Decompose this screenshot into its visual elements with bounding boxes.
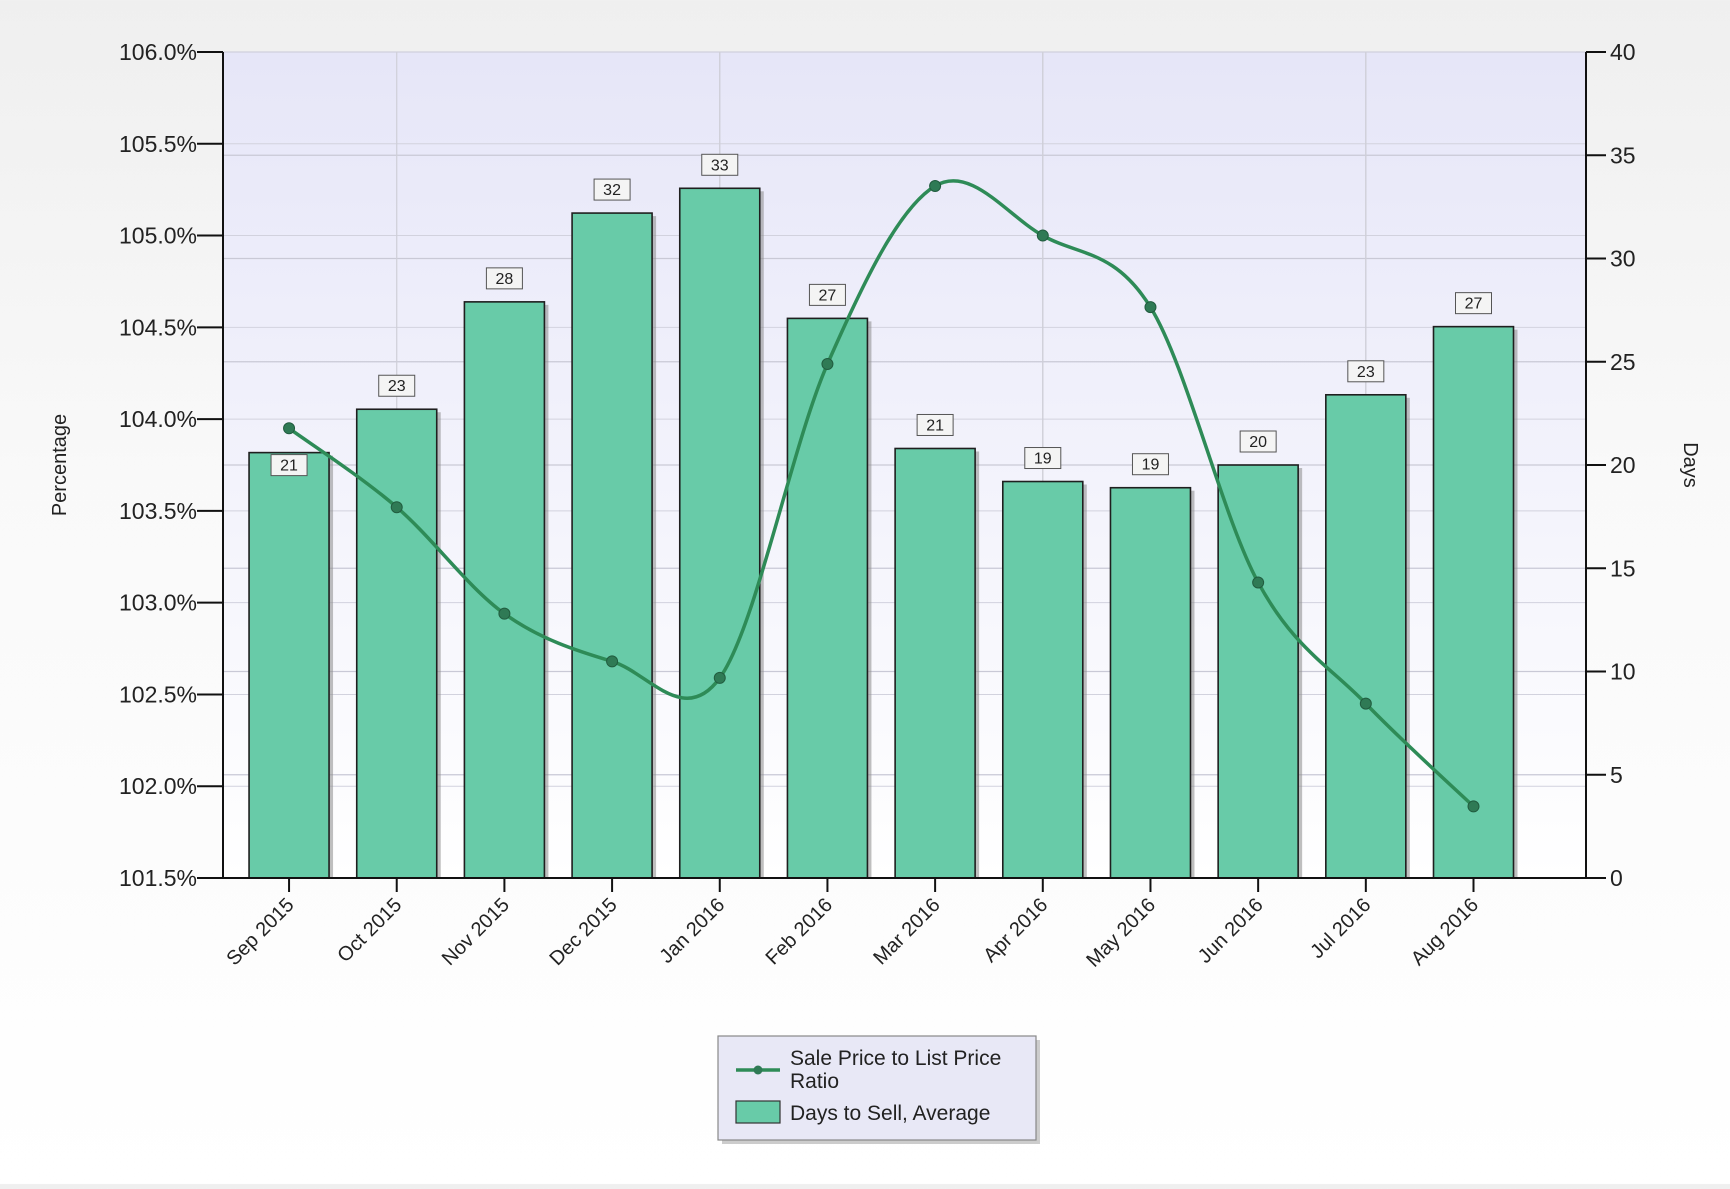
bar-days-to-sell xyxy=(894,447,976,879)
right-tick-label: 10 xyxy=(1610,659,1636,685)
bar-label-box xyxy=(1131,453,1169,476)
right-tick-label: 25 xyxy=(1610,349,1636,375)
bar-label: 20 xyxy=(1249,434,1267,451)
left-tick-label: 106.0% xyxy=(119,39,197,65)
bar-label: 27 xyxy=(1465,296,1483,313)
bar-label: 23 xyxy=(388,378,406,395)
line-point xyxy=(1144,301,1157,314)
left-axis-title: Percentage xyxy=(49,414,71,516)
bar-label: 27 xyxy=(819,287,837,304)
x-tick-label: Nov 2015 xyxy=(438,894,514,970)
bar-label: 21 xyxy=(280,458,298,475)
bar-days-to-sell xyxy=(678,187,761,879)
bar-label: 21 xyxy=(926,417,944,434)
bar-label: 28 xyxy=(496,271,514,288)
line-point xyxy=(390,501,403,514)
bar-days-to-sell xyxy=(355,408,438,879)
x-tick-label: Oct 2015 xyxy=(333,894,406,967)
x-tick-label: Mar 2016 xyxy=(869,894,944,969)
left-tick-label: 105.5% xyxy=(119,131,197,157)
bar-label-box xyxy=(1024,447,1062,470)
x-tick-label: Jul 2016 xyxy=(1306,894,1375,963)
line-point xyxy=(821,358,834,371)
line-point xyxy=(713,671,726,684)
bar-label-box xyxy=(485,267,523,290)
left-tick-label: 102.0% xyxy=(119,773,197,799)
right-tick-label: 20 xyxy=(1610,452,1636,478)
bar-label-box xyxy=(701,153,739,176)
bar-days-to-sell xyxy=(1217,464,1299,879)
bar-days-to-sell xyxy=(786,317,869,879)
legend-line-marker xyxy=(753,1065,763,1075)
x-tick-label: Jan 2016 xyxy=(656,894,730,968)
line-point xyxy=(498,607,511,620)
left-tick-label: 103.0% xyxy=(119,590,197,616)
bar-label-box xyxy=(916,413,954,436)
bar-label-box xyxy=(378,374,416,397)
left-tick-label: 101.5% xyxy=(119,865,197,891)
right-tick-label: 15 xyxy=(1610,555,1636,581)
bar-label: 32 xyxy=(603,182,621,199)
left-tick-label: 104.5% xyxy=(119,314,197,340)
line-point xyxy=(283,422,296,435)
x-tick-label: May 2016 xyxy=(1082,894,1160,972)
left-tick-label: 102.5% xyxy=(119,681,197,707)
legend-label-bar: Days to Sell, Average xyxy=(790,1102,990,1125)
line-point xyxy=(606,655,619,668)
bar-label-box xyxy=(1455,292,1493,315)
bar-label: 19 xyxy=(1142,457,1160,474)
x-tick-label: Apr 2016 xyxy=(979,894,1052,967)
line-point xyxy=(1467,800,1480,813)
bar-label: 23 xyxy=(1357,364,1375,381)
left-tick-label: 103.5% xyxy=(119,498,197,524)
bar-days-to-sell xyxy=(1325,393,1407,879)
right-tick-label: 5 xyxy=(1610,762,1623,788)
right-tick-label: 30 xyxy=(1610,246,1636,272)
x-tick-label: Dec 2015 xyxy=(546,894,622,970)
legend-label-line: Sale Price to List Price xyxy=(790,1047,1001,1070)
x-tick-label: Jun 2016 xyxy=(1194,894,1268,968)
legend-label-line-cont: Ratio xyxy=(790,1070,839,1093)
legend-bar-swatch xyxy=(735,1100,781,1124)
right-tick-label: 35 xyxy=(1610,142,1636,168)
bar-label: 19 xyxy=(1034,451,1052,468)
bar-days-to-sell xyxy=(1109,486,1192,879)
line-point xyxy=(1359,697,1372,710)
x-tick-label: Feb 2016 xyxy=(762,894,837,969)
line-point xyxy=(1036,229,1049,242)
bar-label: 33 xyxy=(711,157,729,174)
line-point xyxy=(929,179,942,192)
bar-label-box xyxy=(593,178,631,201)
bar-label-box xyxy=(1239,430,1277,453)
bar-days-to-sell xyxy=(1432,325,1515,879)
bar-days-to-sell xyxy=(1001,480,1084,879)
right-axis-title: Days xyxy=(1679,442,1701,488)
right-tick-label: 40 xyxy=(1610,39,1636,65)
bar-label-box xyxy=(270,454,308,477)
right-tick-label: 0 xyxy=(1610,865,1623,891)
left-tick-label: 105.0% xyxy=(119,223,197,249)
bar-days-to-sell xyxy=(248,451,330,879)
left-tick-label: 104.0% xyxy=(119,406,197,432)
bar-label-box xyxy=(1347,360,1385,383)
x-tick-label: Sep 2015 xyxy=(222,894,298,970)
line-point xyxy=(1252,576,1265,589)
x-tick-label: Aug 2016 xyxy=(1407,894,1483,970)
bar-label-box xyxy=(808,283,846,306)
bar-days-to-sell xyxy=(571,212,653,879)
